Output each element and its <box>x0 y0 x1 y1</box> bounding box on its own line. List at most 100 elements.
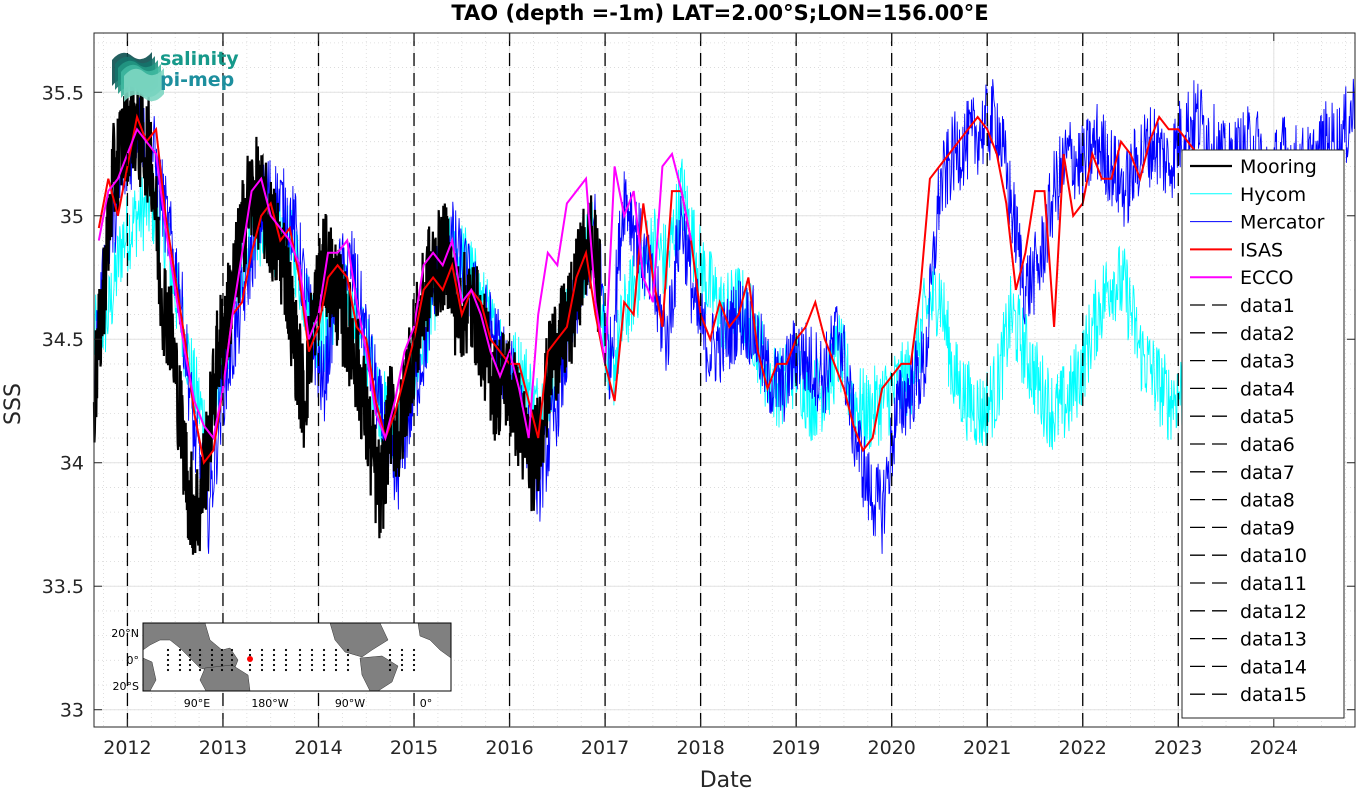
series-line-isas <box>97 113 1199 466</box>
inset-map-buoy-dot <box>322 658 326 662</box>
inset-map-buoy-dot <box>284 648 288 652</box>
inset-map-buoy-dot <box>248 648 252 652</box>
inset-map-buoy-dot <box>272 658 276 662</box>
inset-map-buoy-dot <box>298 668 302 672</box>
inset-map-buoy-dot <box>322 653 326 657</box>
legend-item: data15 <box>1240 684 1307 706</box>
inset-map-buoy-dot <box>334 658 338 662</box>
inset-map-buoy-dot <box>230 663 234 667</box>
legend: Mooring Hycom Mercator ISAS ECCO data1 data2 da… <box>1181 149 1345 719</box>
legend-item: data14 <box>1240 656 1307 678</box>
x-tick-label: 2018 <box>676 737 724 759</box>
inset-map-buoy-dot <box>210 653 214 657</box>
inset-map-station-marker <box>247 656 253 662</box>
inset-map-buoy-dot <box>230 648 234 652</box>
inset-map-buoy-dot <box>210 663 214 667</box>
legend-item: data8 <box>1240 490 1295 512</box>
y-axis-label: SSS <box>1 383 26 425</box>
x-tick-label: 2016 <box>485 737 533 759</box>
legend-item: data1 <box>1240 295 1295 317</box>
legend-item: ISAS <box>1240 239 1283 261</box>
legend-item: data10 <box>1240 545 1307 567</box>
x-axis-label: Date <box>700 768 753 790</box>
inset-map-buoy-dot <box>220 668 224 672</box>
y-tick-label: 33.5 <box>42 576 84 598</box>
inset-map-lon-label: 90°W <box>335 697 365 710</box>
inset-map-buoy-dot <box>310 668 314 672</box>
legend-item: ECCO <box>1240 267 1294 289</box>
inset-map-buoy-dot <box>198 648 202 652</box>
series-line-ecco <box>97 127 693 442</box>
inset-map-buoy-dot <box>298 663 302 667</box>
y-tick-label: 34.5 <box>42 329 84 351</box>
inset-map-buoy-dot <box>388 653 392 657</box>
axes-box <box>93 32 1356 728</box>
x-tick-label: 2023 <box>1154 737 1202 759</box>
inset-map-buoy-dot <box>400 658 404 662</box>
x-tick-label: 2022 <box>1059 737 1107 759</box>
legend-item: Hycom <box>1240 184 1306 206</box>
y-tick-label: 35.5 <box>42 82 84 104</box>
inset-map-buoy-dot <box>310 648 314 652</box>
x-tick-label: 2013 <box>199 737 247 759</box>
inset-map-buoy-dot <box>334 653 338 657</box>
inset-map-south-america <box>359 655 399 692</box>
legend-item: data11 <box>1240 573 1307 595</box>
legend-item: data3 <box>1240 351 1295 373</box>
inset-map-buoy-dot <box>166 648 170 652</box>
inset-map-buoy-dot <box>230 653 234 657</box>
legend-item: data6 <box>1240 434 1295 456</box>
legend-item: data7 <box>1240 462 1295 484</box>
inset-map-buoy-dot <box>210 658 214 662</box>
x-tick-label: 2015 <box>390 737 438 759</box>
inset-map-buoy-dot <box>178 658 182 662</box>
inset-map-buoy-dot <box>220 658 224 662</box>
inset-map-buoy-dot <box>388 663 392 667</box>
inset-map-lon-label: 180°W <box>251 697 288 710</box>
series-line-mercator <box>93 78 1355 554</box>
legend-item: Mooring <box>1240 156 1317 178</box>
legend-item: data13 <box>1240 629 1307 651</box>
logo-wave-icon <box>124 68 164 102</box>
inset-map-buoy-dot <box>412 648 416 652</box>
inset-map-buoy-dot <box>400 663 404 667</box>
inset-map-buoy-dot <box>166 668 170 672</box>
inset-map-buoy-dot <box>260 648 264 652</box>
legend-item: data9 <box>1240 517 1295 539</box>
inset-map-buoy-dot <box>178 648 182 652</box>
inset-map-lon-label: 90°E <box>184 697 210 710</box>
inset-map-buoy-dot <box>284 653 288 657</box>
inset-map-buoy-dot <box>400 648 404 652</box>
x-tick-label: 2012 <box>103 737 151 759</box>
legend-item: data4 <box>1240 378 1295 400</box>
inset-map-buoy-dot <box>298 658 302 662</box>
vertical-markers <box>126 33 1179 727</box>
inset-map-buoy-dot <box>310 663 314 667</box>
inset-map-buoy-dot <box>346 658 350 662</box>
inset-map-buoy-dot <box>346 653 350 657</box>
inset-map-buoy-dot <box>198 663 202 667</box>
inset-map-buoy-dot <box>412 658 416 662</box>
x-tick-label: 2014 <box>294 737 342 759</box>
x-tick-label: 2017 <box>581 737 629 759</box>
inset-map-buoy-dot <box>388 658 392 662</box>
legend-box <box>1181 149 1345 719</box>
inset-map-buoy-dot <box>188 668 192 672</box>
inset-map-buoy-dot <box>284 668 288 672</box>
inset-map-buoy-dot <box>198 658 202 662</box>
inset-map-buoy-dot <box>230 658 234 662</box>
inset-map-buoy-dot <box>412 653 416 657</box>
inset-map-buoy-dot <box>248 668 252 672</box>
inset-map-frame <box>142 622 452 692</box>
inset-map-buoy-dot <box>248 653 252 657</box>
inset-map: 20°N 0° 20°S 90°E 180°W 90°W 0° <box>111 622 452 710</box>
inset-map-buoy-dot <box>210 648 214 652</box>
x-tick-label: 2019 <box>772 737 820 759</box>
x-tick-label: 2020 <box>867 737 915 759</box>
inset-map-buoy-dot <box>220 663 224 667</box>
inset-map-buoy-dot <box>166 658 170 662</box>
inset-map-buoy-dot <box>198 653 202 657</box>
legend-item: data2 <box>1240 323 1295 345</box>
